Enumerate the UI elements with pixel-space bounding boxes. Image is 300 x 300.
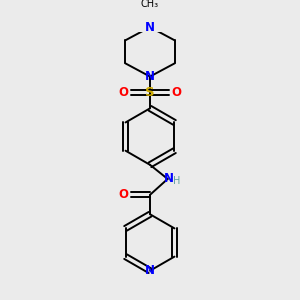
Text: N: N	[145, 21, 155, 34]
Text: O: O	[118, 86, 128, 99]
Text: N: N	[145, 70, 155, 83]
Text: S: S	[145, 86, 155, 99]
Text: O: O	[118, 188, 128, 201]
Text: N: N	[145, 264, 155, 277]
Text: H: H	[173, 176, 180, 186]
Text: CH₃: CH₃	[141, 0, 159, 9]
Text: O: O	[172, 86, 182, 99]
Text: N: N	[164, 172, 173, 185]
